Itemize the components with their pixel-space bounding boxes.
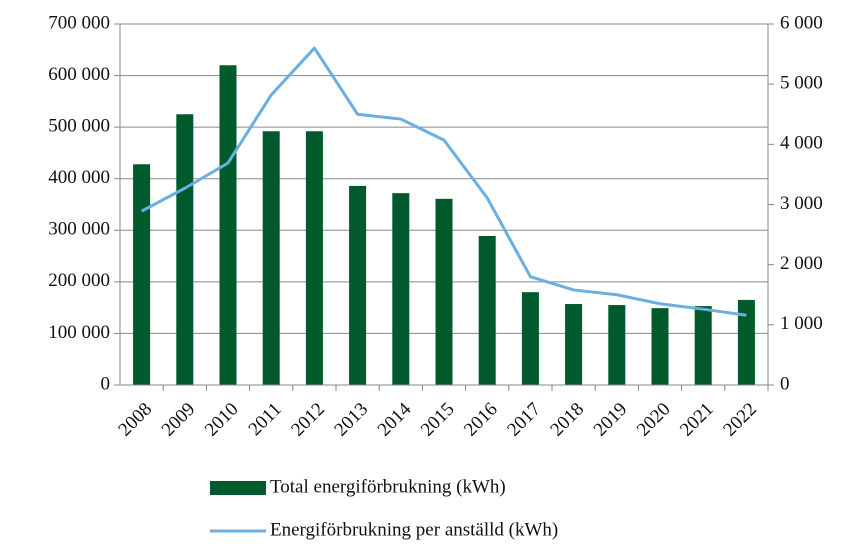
bar <box>435 198 453 385</box>
x-tick-label: 2009 <box>158 399 200 441</box>
y-tick-label: 700 000 <box>48 12 110 33</box>
y2-tick-label: 5 000 <box>780 73 823 94</box>
bar <box>349 185 367 385</box>
x-tick-label: 2019 <box>590 399 632 441</box>
bar <box>737 299 755 385</box>
x-tick-label: 2017 <box>503 399 545 441</box>
legend-swatch <box>210 481 266 495</box>
bar <box>521 292 539 385</box>
bar <box>565 304 583 385</box>
x-tick-label: 2014 <box>374 398 416 440</box>
x-tick-label: 2010 <box>201 399 243 441</box>
bar <box>305 131 323 385</box>
y-tick-label: 0 <box>101 373 111 394</box>
x-tick-label: 2016 <box>460 399 502 441</box>
bar <box>219 65 237 385</box>
y-tick-label: 600 000 <box>48 64 110 85</box>
y-tick-label: 100 000 <box>48 322 110 343</box>
bar <box>651 308 669 385</box>
legend-label: Total energiförbrukning (kWh) <box>270 476 506 497</box>
x-tick-label: 2013 <box>330 399 372 441</box>
x-tick-label: 2015 <box>417 399 459 441</box>
bar <box>478 235 496 385</box>
y2-tick-label: 1 000 <box>780 313 823 334</box>
y-tick-label: 200 000 <box>48 270 110 291</box>
x-tick-label: 2022 <box>719 399 761 441</box>
bar <box>133 164 151 385</box>
bar <box>694 306 712 385</box>
y-tick-label: 500 000 <box>48 116 110 137</box>
y-tick-label: 300 000 <box>48 219 110 240</box>
y2-tick-label: 6 000 <box>780 12 823 33</box>
y2-tick-label: 2 000 <box>780 253 823 274</box>
x-tick-label: 2018 <box>546 399 588 441</box>
bar <box>608 305 626 385</box>
y2-tick-label: 3 000 <box>780 193 823 214</box>
x-tick-label: 2012 <box>287 399 329 441</box>
x-tick-label: 2020 <box>633 399 675 441</box>
legend-label: Energiförbrukning per anställd (kWh) <box>270 519 558 540</box>
line <box>140 46 747 317</box>
bar <box>392 193 410 385</box>
x-tick-label: 2021 <box>676 399 718 441</box>
y-tick-label: 400 000 <box>48 167 110 188</box>
bar <box>176 114 194 385</box>
x-tick-label: 2008 <box>114 399 156 441</box>
y2-tick-label: 4 000 <box>780 133 823 154</box>
x-tick-label: 2011 <box>245 399 286 440</box>
y2-tick-label: 0 <box>780 373 790 394</box>
bar <box>262 131 280 385</box>
